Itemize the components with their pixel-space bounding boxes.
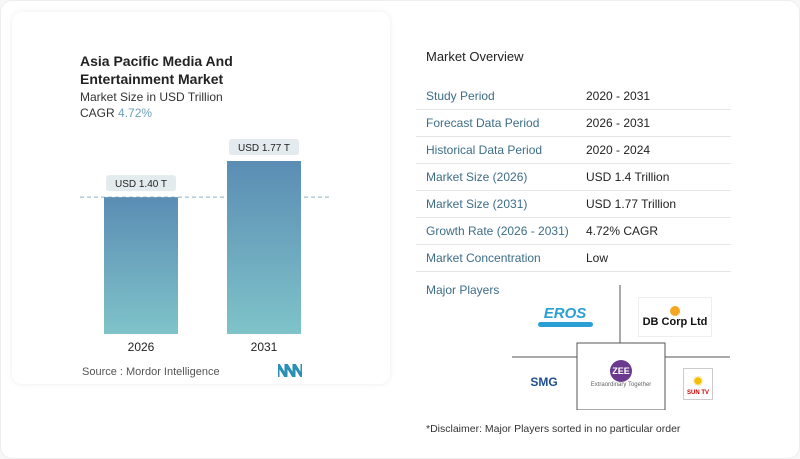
chart-card [12, 12, 390, 384]
eros-logo: EROS [535, 300, 595, 332]
overview-row: Historical Data Period 2020 - 2024 [416, 137, 731, 164]
x-tick-label: 2031 [251, 340, 278, 354]
row-value: USD 1.4 Trillion [586, 170, 670, 184]
overview-row: Market Concentration Low [416, 245, 731, 272]
overview-row: Market Size (2031) USD 1.77 Trillion [416, 191, 731, 218]
row-key: Market Size (2031) [426, 197, 528, 211]
smg-logo: SMG [530, 375, 558, 389]
row-value: 2020 - 2031 [586, 89, 651, 103]
row-value: Low [586, 251, 609, 265]
bar-2026 [104, 197, 178, 334]
overview-row: Study Period 2020 - 2031 [416, 83, 731, 110]
x-tick-label: 2026 [128, 340, 155, 354]
row-value: 4.72% CAGR [586, 224, 659, 238]
chart-title: Asia Pacific Media And Entertainment Mar… [80, 53, 233, 87]
row-value: USD 1.77 Trillion [586, 197, 677, 211]
row-key: Study Period [426, 89, 495, 103]
zee-logo: ZEE Extraordinary Together [580, 356, 662, 392]
row-key: Historical Data Period [426, 143, 543, 157]
sun-tv-logo: ✹ SUN TV [683, 368, 713, 400]
cagr-value: 4.72% [118, 106, 153, 120]
major-players-title: Major Players [426, 283, 500, 297]
data-label-bg [106, 175, 176, 192]
data-label-bg [229, 139, 299, 155]
overview-row: Market Size (2026) USD 1.4 Trillion [416, 164, 731, 191]
overview-title: Market Overview [426, 49, 524, 64]
cagr: CAGR 4.72% [80, 106, 152, 120]
db-corp-logo: DB Corp Ltd [638, 297, 712, 337]
overview-row: Growth Rate (2026 - 2031) 4.72% CAGR [416, 218, 731, 245]
row-value: 2020 - 2024 [586, 143, 651, 157]
row-key: Growth Rate (2026 - 2031) [426, 224, 569, 238]
row-key: Market Size (2026) [426, 170, 528, 184]
overview-row: Forecast Data Period 2026 - 2031 [416, 110, 731, 137]
cagr-label: CAGR [80, 106, 115, 120]
row-value: 2026 - 2031 [586, 116, 651, 130]
data-label: USD 1.40 T [115, 179, 167, 190]
row-key: Market Concentration [426, 251, 541, 265]
bar-chart: USD 1.40 T 2026 USD 1.77 T 2031 [80, 139, 330, 354]
mordor-logo-icon [278, 364, 302, 377]
chart-subtitle: Market Size in USD Trillion [80, 90, 223, 104]
source: Source : Mordor Intelligence [82, 366, 220, 378]
row-key: Forecast Data Period [426, 116, 540, 130]
data-label: USD 1.77 T [238, 143, 290, 154]
bar-2031 [227, 161, 301, 334]
disclaimer: *Disclaimer: Major Players sorted in no … [426, 423, 681, 435]
